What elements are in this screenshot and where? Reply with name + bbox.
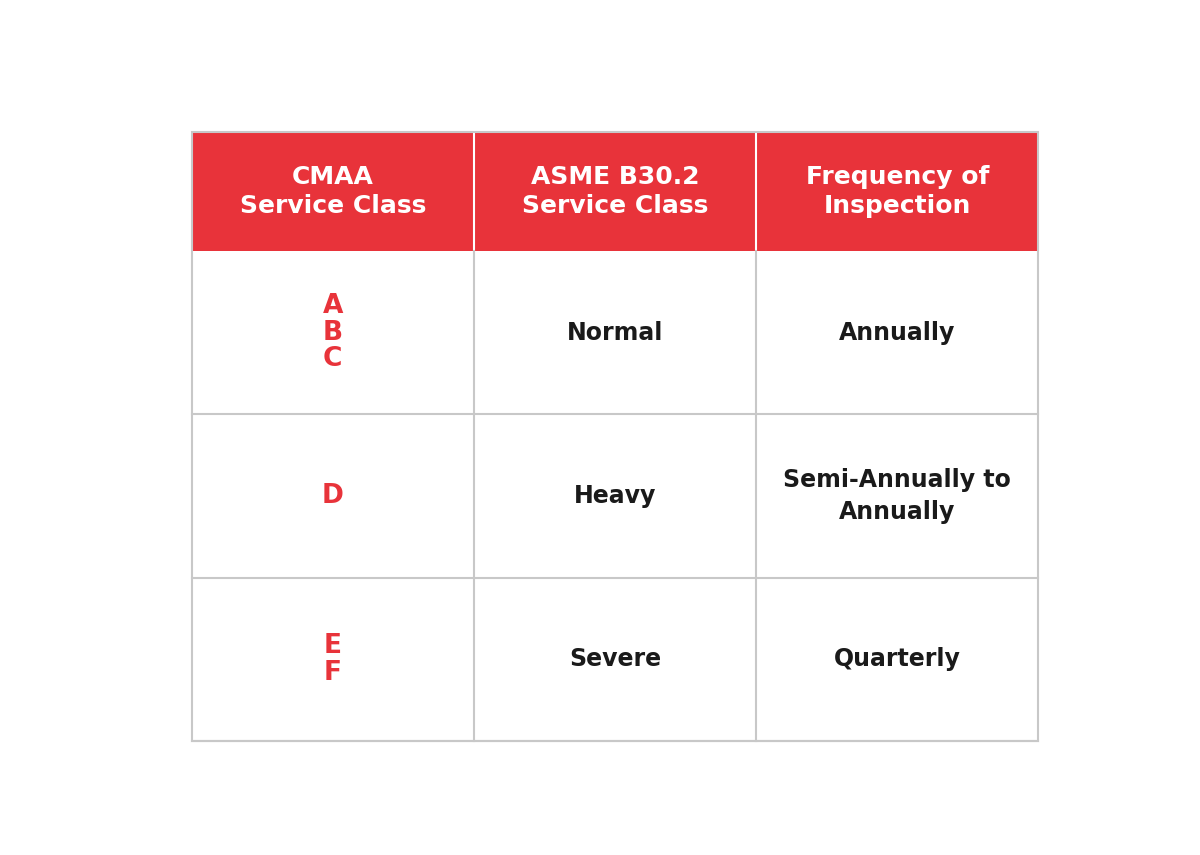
Text: Frequency of
Inspection: Frequency of Inspection — [805, 165, 989, 218]
Text: Heavy: Heavy — [574, 484, 656, 508]
Text: C: C — [323, 346, 342, 372]
Text: E: E — [324, 634, 342, 659]
Text: Semi-Annually to
Annually: Semi-Annually to Annually — [784, 469, 1012, 524]
Text: Annually: Annually — [839, 321, 955, 345]
Text: D: D — [322, 483, 343, 509]
Text: CMAA
Service Class: CMAA Service Class — [240, 165, 426, 218]
Text: Quarterly: Quarterly — [834, 647, 961, 671]
Text: Severe: Severe — [569, 647, 661, 671]
Bar — [192, 133, 1038, 251]
Text: Normal: Normal — [566, 321, 664, 345]
Text: F: F — [324, 660, 342, 686]
Text: B: B — [323, 320, 343, 345]
Text: ASME B30.2
Service Class: ASME B30.2 Service Class — [522, 165, 708, 218]
Text: A: A — [323, 293, 343, 320]
